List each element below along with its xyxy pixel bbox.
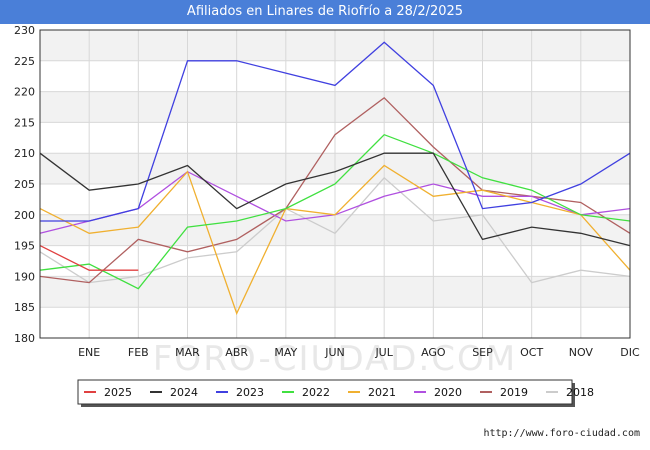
- y-tick-label: 225: [14, 55, 35, 68]
- legend-label-2020: 2020: [434, 386, 462, 399]
- legend-label-2024: 2024: [170, 386, 198, 399]
- x-tick-label: AGO: [421, 346, 446, 359]
- x-tick-label: JUL: [374, 346, 393, 359]
- series-line-2024: [39, 152, 631, 247]
- chart-title: Afiliados en Linares de Riofrío a 28/2/2…: [0, 0, 650, 24]
- watermark: FORO-CIUDAD.COM: [153, 339, 517, 379]
- legend: 2025 2024 2023 2022 2021 2020 2019 2018: [77, 379, 594, 407]
- x-tick-label: NOV: [569, 346, 594, 359]
- y-tick-label: 195: [14, 240, 35, 253]
- x-tick-label: JUN: [324, 346, 345, 359]
- legend-label-2023: 2023: [236, 386, 264, 399]
- x-tick-label: ENE: [78, 346, 100, 359]
- y-tick-label: 200: [14, 209, 35, 222]
- x-tick-label: MAR: [175, 346, 200, 359]
- x-tick-label: MAY: [274, 346, 297, 359]
- legend-label-2025: 2025: [104, 386, 132, 399]
- source-url: http://www.foro-ciudad.com: [483, 428, 640, 439]
- y-tick-label: 185: [14, 301, 35, 314]
- y-tick-label: 190: [14, 270, 35, 283]
- y-tick-label: 230: [14, 24, 35, 37]
- y-axis-ticks: 180 185 190 195 200 205 210 215 220 225 230: [14, 24, 35, 345]
- x-tick-label: FEB: [128, 346, 149, 359]
- x-axis-ticks: ENE FEB MAR ABR MAY JUN JUL AGO SEP OCT NOV DIC: [78, 346, 640, 359]
- series-line-2018: [39, 176, 631, 284]
- x-tick-label: ABR: [225, 346, 248, 359]
- x-tick-label: SEP: [472, 346, 493, 359]
- x-tick-label: OCT: [520, 346, 543, 359]
- x-tick-label: DIC: [620, 346, 640, 359]
- series-lines: [39, 41, 631, 316]
- y-tick-label: 215: [14, 116, 35, 129]
- legend-label-2018: 2018: [566, 386, 594, 399]
- y-tick-label: 220: [14, 86, 35, 99]
- legend-label-2019: 2019: [500, 386, 528, 399]
- legend-label-2022: 2022: [302, 386, 330, 399]
- series-line-2022: [39, 133, 631, 290]
- series-line-2023: [40, 41, 631, 222]
- y-tick-label: 180: [14, 332, 35, 345]
- y-tick-label: 210: [14, 147, 35, 160]
- legend-label-2021: 2021: [368, 386, 396, 399]
- plot-border: [39, 29, 631, 339]
- series-line-2025: [39, 245, 139, 271]
- y-tick-label: 205: [14, 178, 35, 191]
